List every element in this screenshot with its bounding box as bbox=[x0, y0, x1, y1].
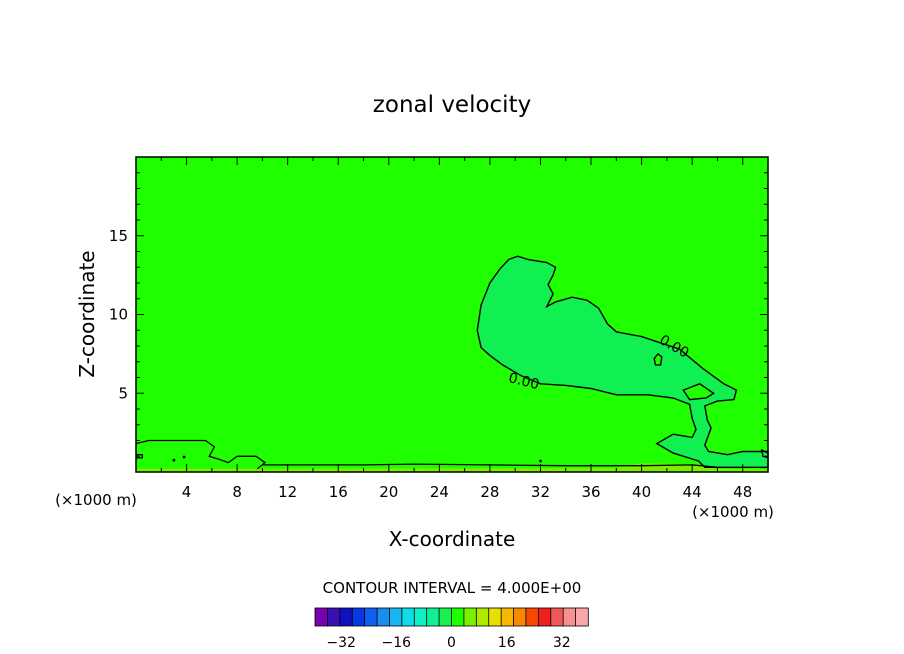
y-axis: 5 10 15 bbox=[109, 172, 768, 457]
x-tick-label: 24 bbox=[430, 483, 449, 501]
colorbar-swatch bbox=[426, 607, 440, 627]
x-tick-label: 4 bbox=[182, 483, 192, 501]
colorbar-swatch bbox=[513, 607, 527, 627]
colorbar-swatch bbox=[351, 607, 366, 627]
zero-contour-cavity bbox=[682, 383, 715, 401]
zero-contour-island bbox=[653, 352, 663, 366]
x-tick-label: 12 bbox=[278, 483, 297, 501]
colorbar-swatch bbox=[401, 607, 415, 627]
y-tick-label: 15 bbox=[109, 227, 128, 245]
x-tick-label: 40 bbox=[632, 483, 651, 501]
colorbar-swatch bbox=[537, 607, 552, 627]
colorbar-swatch bbox=[550, 607, 564, 627]
x-unit-right: (×1000 m) bbox=[692, 503, 774, 521]
x-tick-label: 8 bbox=[232, 483, 242, 501]
colorbar-tick-label: −32 bbox=[326, 635, 356, 651]
contour-dot bbox=[182, 455, 186, 459]
colorbar-swatch bbox=[575, 607, 589, 627]
edge-contour-left bbox=[136, 454, 143, 459]
colorbar-swatch bbox=[525, 607, 540, 627]
colorbar: −32 −16 0 16 32 bbox=[314, 607, 589, 651]
colorbar-swatch bbox=[314, 607, 329, 627]
x-axis: 4 8 12 16 20 24 28 32 36 40 44 48 bbox=[160, 157, 752, 501]
colorbar-tick-label: 0 bbox=[447, 635, 456, 651]
colorbar-swatch bbox=[500, 607, 515, 627]
x-tick-label: 36 bbox=[581, 483, 600, 501]
colorbar-swatch bbox=[562, 607, 577, 627]
x-tick-label: 28 bbox=[480, 483, 499, 501]
colorbar-swatch bbox=[451, 607, 465, 627]
contour-label: 0.00 bbox=[507, 370, 541, 393]
colorbar-tick-label: 16 bbox=[498, 635, 516, 651]
x-tick-label: 32 bbox=[531, 483, 550, 501]
x-tick-label: 20 bbox=[379, 483, 398, 501]
colorbar-tick-label: 32 bbox=[553, 635, 571, 651]
edge-contour-right bbox=[760, 448, 769, 459]
colorbar-swatch bbox=[389, 607, 403, 627]
colorbar-swatch bbox=[364, 607, 378, 627]
x-tick-label: 16 bbox=[329, 483, 348, 501]
x-unit-left: (×1000 m) bbox=[55, 491, 137, 509]
x-tick-label: 48 bbox=[733, 483, 752, 501]
colorbar-swatch bbox=[488, 607, 502, 627]
surface-band-fill bbox=[136, 463, 768, 472]
colorbar-swatch bbox=[376, 607, 391, 627]
colorbar-swatch bbox=[339, 607, 353, 627]
colorbar-swatch bbox=[438, 607, 453, 627]
contour-dot bbox=[172, 458, 176, 462]
x-tick-label: 44 bbox=[683, 483, 702, 501]
colorbar-swatch bbox=[327, 607, 341, 627]
colorbar-swatch bbox=[475, 607, 490, 627]
contour-interval-text: CONTOUR INTERVAL = 4.000E+00 bbox=[323, 579, 582, 597]
x-axis-label: X-coordinate bbox=[389, 527, 516, 551]
y-tick-label: 10 bbox=[109, 306, 128, 324]
surface-contour-left bbox=[135, 439, 266, 470]
colorbar-swatch bbox=[463, 607, 478, 627]
contour-dot bbox=[539, 459, 542, 463]
positive-region-fill bbox=[477, 256, 768, 468]
colorbar-swatch bbox=[413, 607, 428, 627]
y-axis-label: Z-coordinate bbox=[75, 250, 99, 377]
plot-area: 0.00 0.00 bbox=[135, 156, 769, 473]
contour-lines bbox=[135, 255, 769, 470]
zero-contour bbox=[476, 255, 769, 468]
chart-title: zonal velocity bbox=[373, 92, 531, 118]
y-tick-label: 5 bbox=[118, 384, 128, 402]
surface-contour bbox=[262, 463, 718, 468]
plot-background bbox=[136, 157, 768, 472]
colorbar-tick-label: −16 bbox=[382, 635, 412, 651]
